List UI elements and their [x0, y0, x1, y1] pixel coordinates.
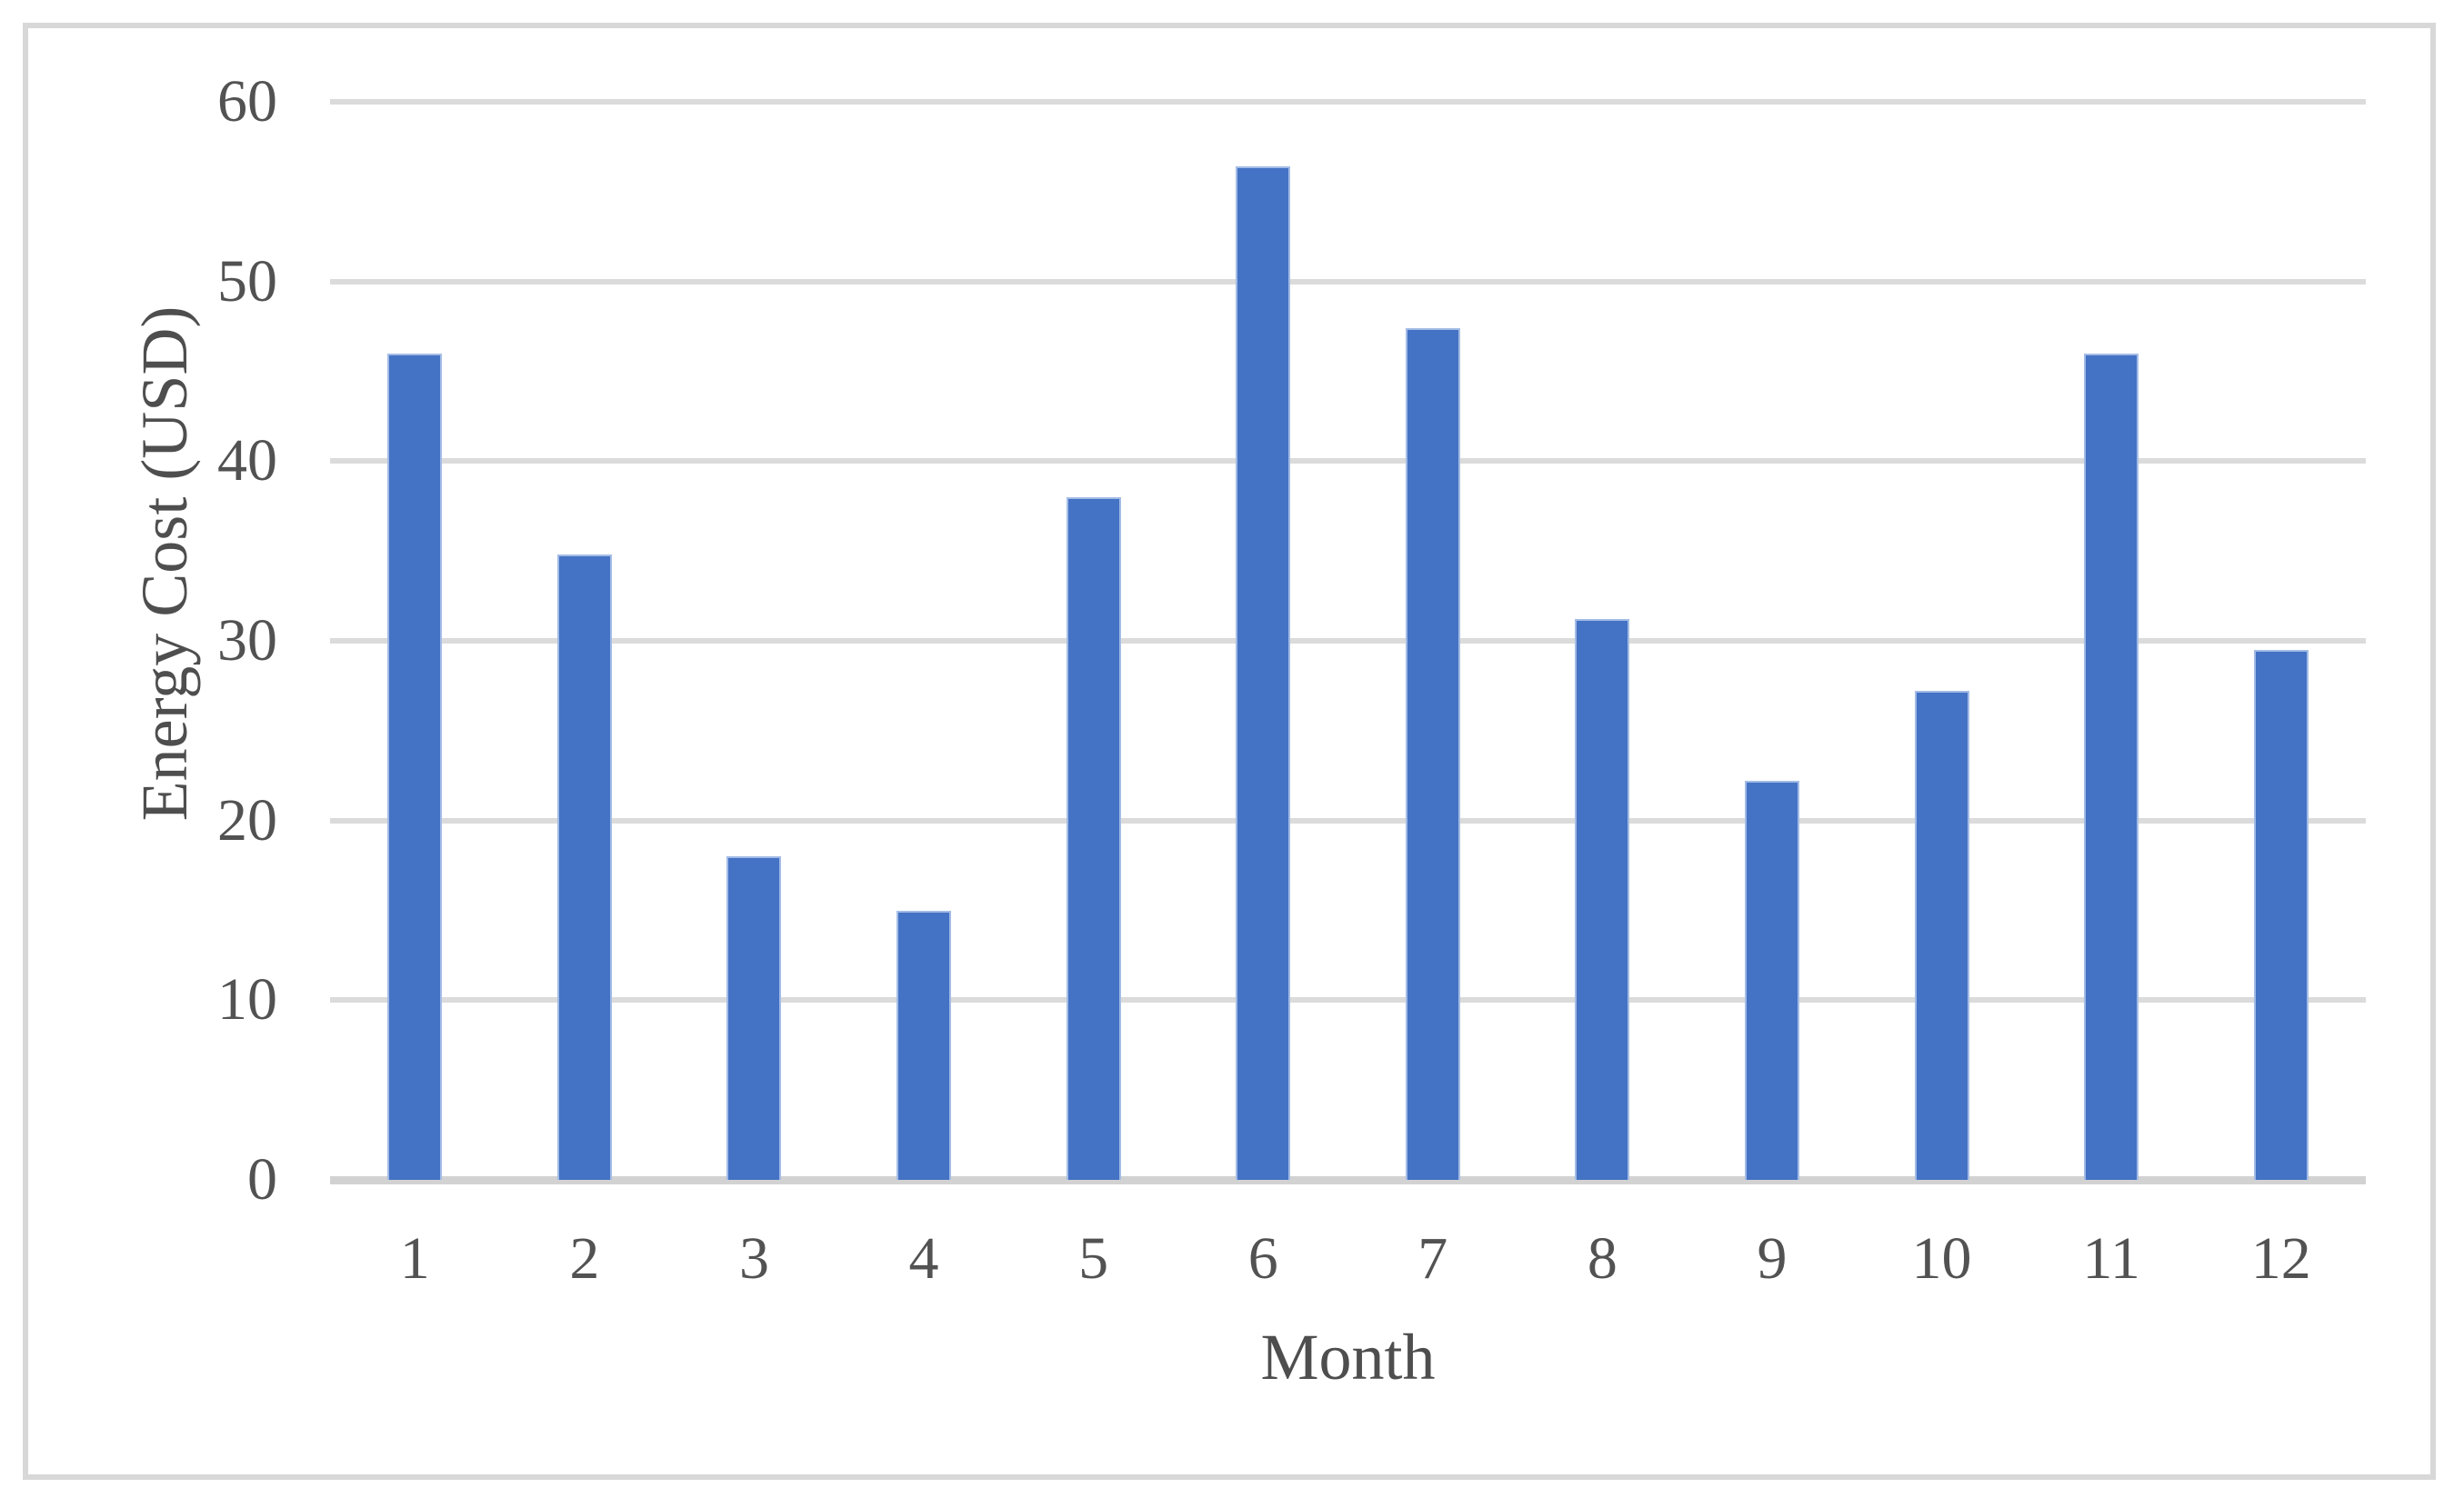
- y-tick-label: 0: [247, 1146, 277, 1213]
- x-tick-label: 11: [2082, 1225, 2140, 1292]
- x-tick-label: 1: [399, 1225, 430, 1292]
- gridline: [330, 278, 2366, 285]
- y-tick-label: 60: [217, 68, 277, 135]
- x-tick-label: 2: [569, 1225, 600, 1292]
- bar-month-4: [896, 910, 952, 1180]
- bar-month-8: [1575, 619, 1630, 1180]
- x-tick-label: 7: [1417, 1225, 1448, 1292]
- y-tick-label: 20: [217, 786, 277, 854]
- x-tick-label: 10: [1911, 1225, 1972, 1292]
- bar-month-3: [726, 856, 782, 1180]
- gridline: [330, 99, 2366, 105]
- bar-month-2: [556, 554, 612, 1180]
- bar-month-9: [1744, 781, 1799, 1180]
- x-tick-label: 3: [738, 1225, 769, 1292]
- x-tick-label: 6: [1247, 1225, 1278, 1292]
- y-axis-title: Energy Cost (USD): [128, 305, 201, 822]
- bar-month-11: [2084, 353, 2139, 1180]
- bar-month-7: [1405, 328, 1460, 1180]
- y-tick-label: 10: [217, 966, 277, 1034]
- x-tick-label: 4: [908, 1225, 939, 1292]
- bar-month-5: [1066, 496, 1121, 1180]
- bar-month-10: [1914, 691, 1969, 1180]
- x-axis-line: [330, 1176, 2366, 1184]
- x-tick-label: 12: [2250, 1225, 2311, 1292]
- gridline: [330, 817, 2366, 824]
- bar-month-12: [2253, 649, 2309, 1180]
- x-axis-title: Month: [1260, 1321, 1436, 1393]
- gridline: [330, 997, 2366, 1004]
- gridline: [330, 458, 2366, 464]
- bar-month-6: [1236, 166, 1291, 1180]
- y-tick-label: 50: [217, 247, 277, 315]
- bar-month-1: [387, 353, 443, 1180]
- x-tick-label: 8: [1587, 1225, 1618, 1292]
- x-tick-label: 5: [1078, 1225, 1109, 1292]
- y-tick-label: 30: [217, 607, 277, 674]
- gridline: [330, 638, 2366, 644]
- x-tick-label: 9: [1757, 1225, 1788, 1292]
- y-tick-label: 40: [217, 427, 277, 494]
